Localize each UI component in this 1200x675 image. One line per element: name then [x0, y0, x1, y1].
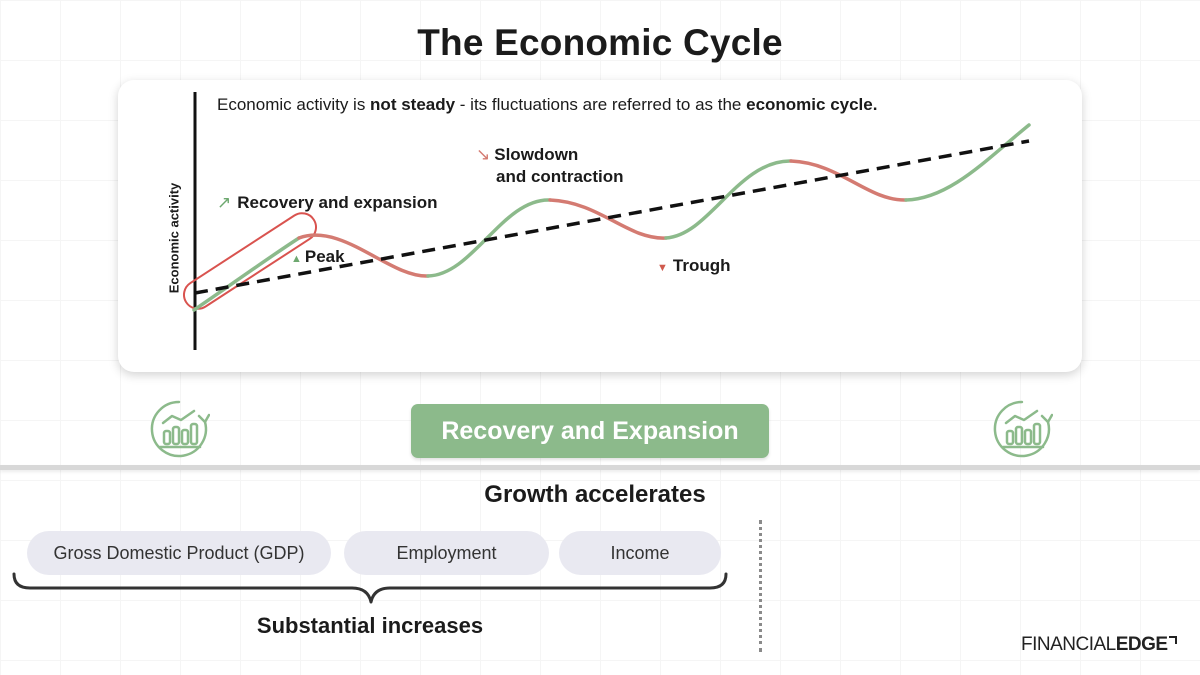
curve-expansion-2	[426, 198, 552, 278]
curve-expansion-1	[192, 236, 301, 312]
growth-chart-icon	[993, 400, 1053, 458]
curve-expansion-3	[664, 159, 793, 240]
slowdown-annotation: ↘ Slowdown and contraction	[476, 145, 624, 186]
dotted-separator	[759, 520, 762, 652]
growth-chart-icon	[150, 400, 210, 458]
triangle-up-icon: ▲	[291, 253, 302, 265]
curve-contraction-3	[789, 159, 908, 202]
recovery-annotation: ↗ Recovery and expansion	[217, 193, 438, 212]
curve-expansion-4	[904, 123, 1031, 202]
section-divider	[0, 465, 1200, 470]
curly-brace	[12, 572, 728, 604]
phase-button-recovery-expansion[interactable]: Recovery and Expansion	[411, 404, 769, 458]
cycle-chart-card: Economic activity is not steady - its fl…	[118, 80, 1082, 372]
financial-edge-logo: FINANCIALEDGE	[1021, 634, 1177, 656]
curve-contraction-1	[297, 233, 430, 278]
trough-annotation: ▼ Trough	[657, 256, 731, 275]
page-title: The Economic Cycle	[417, 22, 783, 63]
indicator-pill-gdp: Gross Domestic Product (GDP)	[27, 531, 331, 575]
indicator-pill-income: Income	[559, 531, 721, 575]
curve-contraction-2	[548, 198, 668, 240]
recovery-highlight-box	[183, 212, 317, 310]
trend-line	[194, 139, 1030, 295]
cycle-diagram	[183, 92, 1031, 350]
peak-annotation: ▲ Peak	[291, 247, 345, 266]
logo-corner-mark	[1168, 636, 1177, 644]
indicator-pill-employment: Employment	[344, 531, 549, 575]
arrow-down-right-icon: ↘	[476, 145, 491, 164]
growth-heading: Growth accelerates	[484, 481, 706, 508]
triangle-down-icon: ▼	[657, 262, 668, 274]
intro-text: Economic activity is not steady - its fl…	[217, 95, 878, 114]
brace-label: Substantial increases	[256, 613, 484, 638]
arrow-up-right-icon: ↗	[217, 193, 232, 212]
